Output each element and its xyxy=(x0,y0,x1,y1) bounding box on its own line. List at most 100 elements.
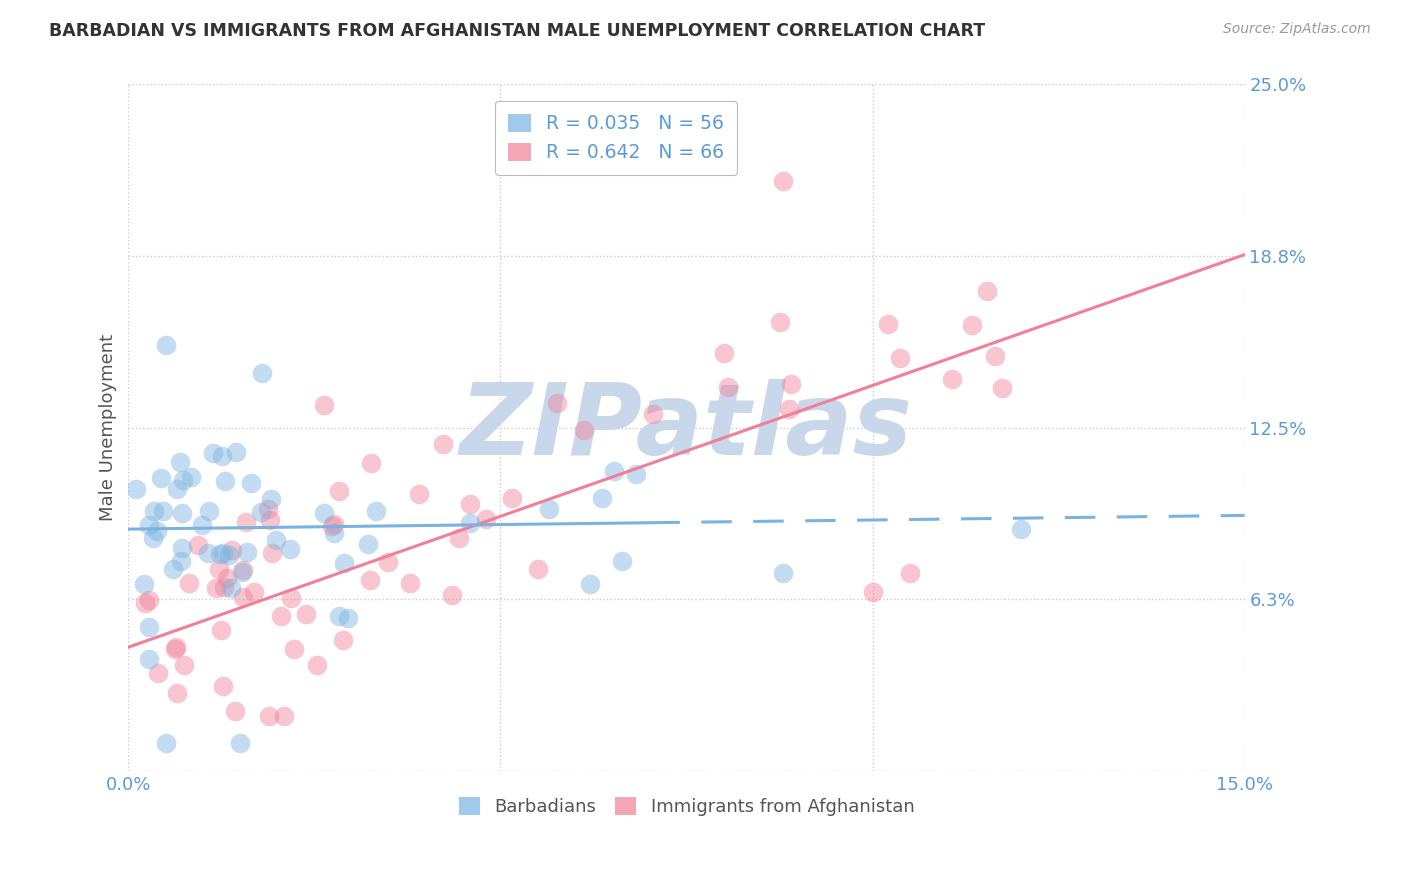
Point xyxy=(432,436,454,450)
Point xyxy=(173,657,195,672)
Point xyxy=(984,349,1007,363)
Point xyxy=(170,506,193,520)
Point xyxy=(209,547,232,561)
Point xyxy=(259,512,281,526)
Point xyxy=(314,398,336,412)
Point xyxy=(772,566,794,580)
Point xyxy=(204,581,226,595)
Point xyxy=(357,537,380,551)
Point xyxy=(328,609,350,624)
Legend: Barbadians, Immigrants from Afghanistan: Barbadians, Immigrants from Afghanistan xyxy=(451,790,922,823)
Point xyxy=(143,504,166,518)
Point xyxy=(283,642,305,657)
Point xyxy=(138,593,160,607)
Point xyxy=(713,346,735,360)
Point xyxy=(229,736,252,750)
Point xyxy=(249,505,271,519)
Point xyxy=(778,402,800,417)
Point xyxy=(259,708,281,723)
Point xyxy=(322,517,344,532)
Point xyxy=(578,577,600,591)
Point xyxy=(377,555,399,569)
Point xyxy=(333,556,356,570)
Point xyxy=(169,455,191,469)
Point xyxy=(624,467,647,481)
Point xyxy=(155,736,177,750)
Point xyxy=(146,524,169,538)
Point xyxy=(166,686,188,700)
Y-axis label: Male Unemployment: Male Unemployment xyxy=(100,334,117,521)
Point xyxy=(280,541,302,556)
Point xyxy=(440,588,463,602)
Point xyxy=(447,531,470,545)
Point xyxy=(501,491,523,506)
Point xyxy=(162,562,184,576)
Point xyxy=(408,487,430,501)
Point xyxy=(152,504,174,518)
Point xyxy=(527,561,550,575)
Point xyxy=(138,651,160,665)
Point xyxy=(142,531,165,545)
Point xyxy=(321,519,343,533)
Point xyxy=(134,596,156,610)
Point xyxy=(252,366,274,380)
Point xyxy=(231,565,253,579)
Point xyxy=(780,377,803,392)
Point xyxy=(877,317,900,331)
Point xyxy=(242,585,264,599)
Point xyxy=(172,473,194,487)
Point xyxy=(337,610,360,624)
Point xyxy=(212,546,235,560)
Point xyxy=(235,515,257,529)
Point xyxy=(177,576,200,591)
Point xyxy=(458,516,481,531)
Point xyxy=(270,609,292,624)
Text: Source: ZipAtlas.com: Source: ZipAtlas.com xyxy=(1223,22,1371,37)
Point xyxy=(260,545,283,559)
Point xyxy=(155,338,177,352)
Point xyxy=(312,507,335,521)
Point xyxy=(197,546,219,560)
Point xyxy=(717,380,740,394)
Point xyxy=(898,566,921,580)
Point xyxy=(134,576,156,591)
Point xyxy=(138,517,160,532)
Point xyxy=(187,538,209,552)
Point xyxy=(218,548,240,562)
Point xyxy=(475,512,498,526)
Point xyxy=(214,474,236,488)
Point xyxy=(165,642,187,657)
Point xyxy=(591,491,613,505)
Point xyxy=(976,284,998,298)
Point xyxy=(991,380,1014,394)
Point xyxy=(366,504,388,518)
Point xyxy=(166,482,188,496)
Point xyxy=(190,517,212,532)
Point xyxy=(273,708,295,723)
Point xyxy=(889,351,911,365)
Point xyxy=(537,502,560,516)
Point xyxy=(217,572,239,586)
Point xyxy=(266,533,288,547)
Text: BARBADIAN VS IMMIGRANTS FROM AFGHANISTAN MALE UNEMPLOYMENT CORRELATION CHART: BARBADIAN VS IMMIGRANTS FROM AFGHANISTAN… xyxy=(49,22,986,40)
Point xyxy=(280,591,302,606)
Point xyxy=(180,470,202,484)
Point xyxy=(221,542,243,557)
Point xyxy=(212,580,235,594)
Point xyxy=(260,491,283,506)
Point xyxy=(398,575,420,590)
Point xyxy=(641,407,664,421)
Point xyxy=(359,573,381,587)
Point xyxy=(332,632,354,647)
Point xyxy=(232,563,254,577)
Point xyxy=(960,318,983,332)
Point xyxy=(219,581,242,595)
Point xyxy=(198,504,221,518)
Point xyxy=(125,482,148,496)
Point xyxy=(574,423,596,437)
Point xyxy=(240,476,263,491)
Text: ZIPatlas: ZIPatlas xyxy=(460,379,912,476)
Point xyxy=(224,704,246,718)
Point xyxy=(360,456,382,470)
Point xyxy=(170,541,193,556)
